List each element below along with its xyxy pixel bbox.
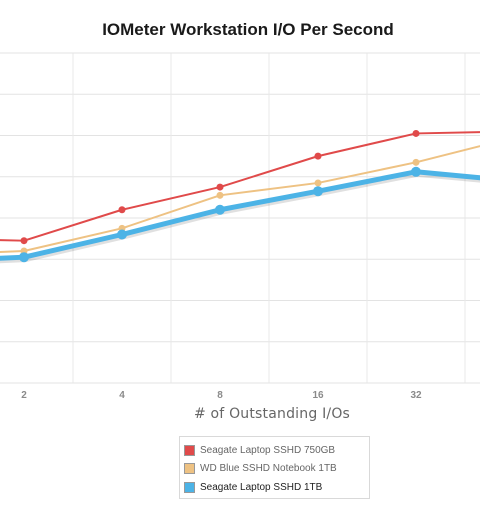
series-line (0, 169, 480, 261)
data-point (314, 152, 322, 160)
data-point (117, 229, 127, 240)
legend-swatch-series-1 (184, 444, 195, 456)
data-point (412, 129, 420, 137)
data-point (411, 166, 421, 177)
legend-item-series-2: WD Blue SSHD Notebook 1TB (184, 460, 369, 479)
legend-label-series-1: Seagate Laptop SSHD 750GB (200, 444, 336, 456)
data-point (118, 206, 126, 214)
x-tick-label: 16 (312, 390, 324, 401)
data-point (216, 191, 224, 199)
legend-swatch-series-3 (184, 481, 195, 493)
series-1 (0, 129, 480, 245)
grid (0, 52, 480, 384)
series-3 (0, 166, 480, 264)
data-point (215, 204, 225, 215)
series-shadow (0, 170, 480, 264)
x-tick-label: 2 (21, 390, 27, 401)
legend-item-series-1: Seagate Laptop SSHD 750GB (184, 441, 369, 460)
legend-label-series-2: WD Blue SSHD Notebook 1TB (200, 463, 337, 475)
chart-title: IOMeter Workstation I/O Per Second (102, 20, 394, 39)
x-tick-label: 8 (217, 390, 223, 401)
x-axis-label: # of Outstanding I/Os (193, 406, 351, 422)
series-line (0, 145, 480, 254)
x-axis-ticks: 2 4 8 16 32 (21, 390, 422, 401)
legend-label-series-3: Seagate Laptop SSHD 1TB (200, 481, 323, 493)
data-point (19, 252, 29, 263)
data-point (412, 158, 420, 166)
x-tick-label: 4 (119, 390, 125, 401)
series-line (0, 131, 480, 242)
data-point (20, 237, 28, 245)
series-2 (0, 145, 480, 255)
x-tick-label: 32 (410, 390, 422, 401)
data-point (314, 179, 322, 187)
legend: Seagate Laptop SSHD 750GB WD Blue SSHD N… (179, 436, 370, 499)
legend-swatch-series-2 (184, 463, 195, 475)
data-point (313, 186, 323, 197)
legend-item-series-3: Seagate Laptop SSHD 1TB (184, 478, 369, 497)
data-point (216, 183, 224, 191)
